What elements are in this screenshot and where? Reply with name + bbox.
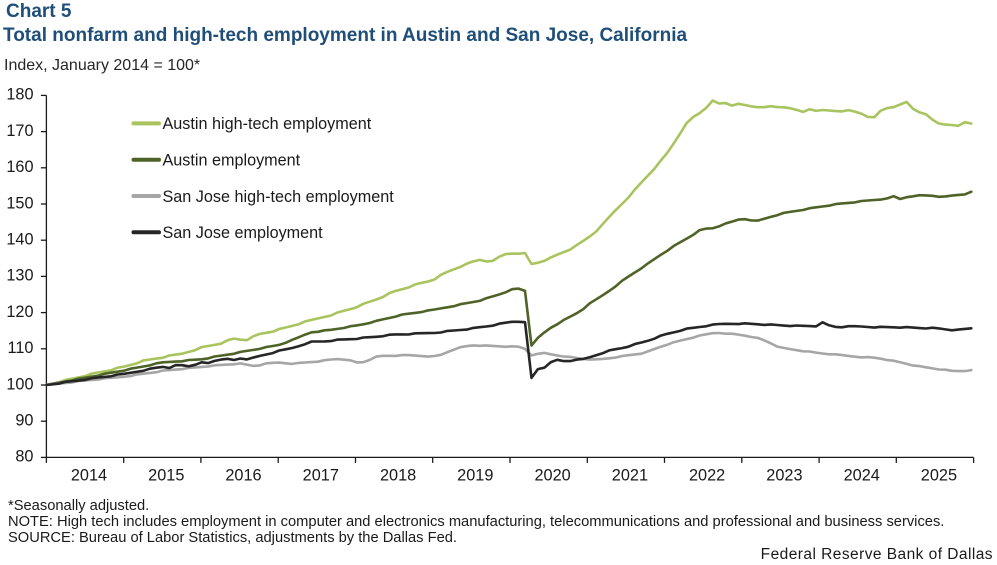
svg-text:80: 80 [15, 448, 33, 466]
svg-text:140: 140 [6, 231, 33, 249]
svg-text:2019: 2019 [457, 467, 493, 485]
svg-text:110: 110 [8, 339, 34, 357]
svg-text:180: 180 [6, 86, 33, 104]
svg-text:2021: 2021 [612, 467, 648, 485]
svg-text:2018: 2018 [380, 467, 416, 485]
svg-text:2023: 2023 [766, 467, 802, 485]
svg-text:2016: 2016 [225, 467, 261, 485]
svg-text:2014: 2014 [71, 467, 107, 485]
svg-text:100: 100 [6, 375, 33, 393]
svg-text:San Jose high-tech employment: San Jose high-tech employment [163, 188, 395, 206]
svg-text:San Jose employment: San Jose employment [163, 224, 324, 242]
svg-text:Austin employment: Austin employment [163, 152, 301, 170]
svg-text:2017: 2017 [303, 467, 339, 485]
svg-text:2020: 2020 [534, 467, 570, 485]
svg-text:90: 90 [15, 412, 33, 430]
svg-text:130: 130 [6, 267, 33, 285]
svg-text:2024: 2024 [844, 467, 880, 485]
svg-text:2015: 2015 [148, 467, 184, 485]
svg-text:Austin high-tech employment: Austin high-tech employment [163, 115, 372, 133]
svg-text:120: 120 [6, 303, 33, 321]
svg-text:150: 150 [6, 194, 33, 212]
svg-text:160: 160 [6, 158, 33, 176]
svg-text:170: 170 [6, 122, 33, 140]
svg-text:2022: 2022 [689, 467, 725, 485]
svg-text:2025: 2025 [921, 467, 957, 485]
